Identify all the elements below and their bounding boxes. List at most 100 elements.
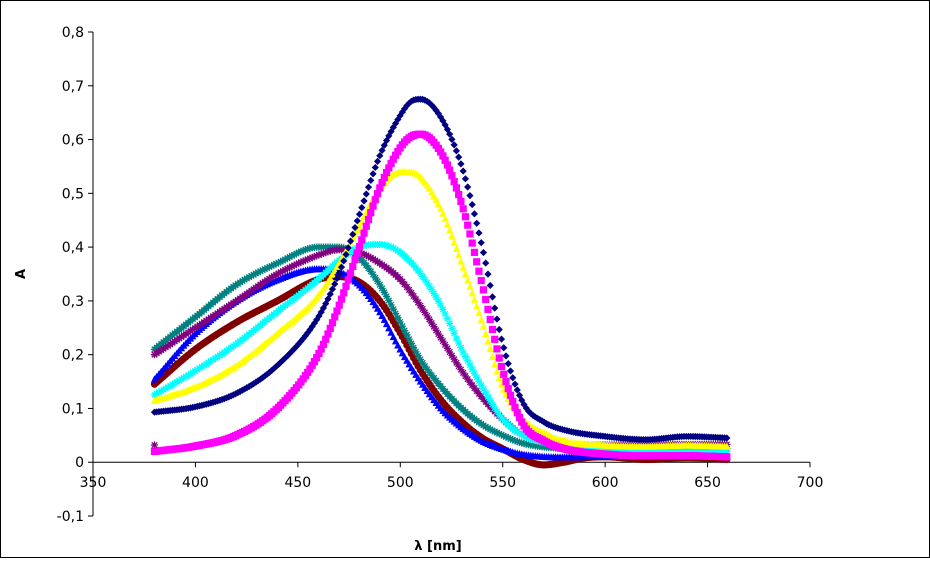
data-point (448, 172, 456, 180)
data-point (382, 241, 391, 249)
data-point (335, 301, 343, 309)
data-point (400, 326, 409, 335)
data-point (367, 267, 375, 275)
data-point (488, 293, 497, 301)
data-point (279, 267, 287, 275)
data-point (261, 372, 269, 380)
data-point (450, 141, 458, 149)
data-point (387, 301, 395, 309)
data-point (421, 308, 429, 316)
data-point (274, 259, 282, 267)
data-point (482, 389, 490, 397)
data-point (425, 315, 433, 324)
data-point (259, 266, 267, 274)
data-point (173, 378, 181, 386)
data-point (470, 210, 479, 218)
data-point (387, 159, 395, 168)
data-point (464, 221, 472, 229)
data-point (171, 379, 179, 387)
data-point (252, 269, 260, 278)
data-point (353, 225, 361, 233)
data-point (247, 272, 255, 280)
data-point (308, 361, 316, 369)
data-point (292, 249, 301, 258)
data-point (495, 354, 503, 362)
data-point (378, 284, 386, 293)
data-point (439, 337, 447, 345)
data-point (497, 431, 506, 439)
data-point (292, 342, 301, 351)
x-tick-label: 550 (489, 475, 516, 491)
x-axis-label: λ [nm] (414, 539, 461, 554)
y-tick-label: 0,7 (62, 79, 84, 95)
data-point (448, 352, 456, 360)
data-point (164, 383, 172, 391)
data-point (446, 226, 454, 234)
data-point (459, 348, 467, 356)
data-point (364, 183, 373, 191)
data-point (376, 152, 384, 160)
data-point (317, 250, 325, 258)
data-point (502, 378, 510, 386)
data-point (340, 289, 348, 297)
data-point (513, 437, 521, 446)
data-point (484, 393, 492, 401)
data-point (457, 257, 465, 265)
data-point (452, 147, 461, 155)
data-point (410, 344, 418, 352)
data-point (446, 348, 454, 356)
data-point (295, 248, 303, 257)
data-point (430, 103, 438, 112)
data-point (511, 380, 519, 388)
data-point (493, 345, 501, 353)
data-point (482, 329, 490, 338)
data-point (324, 295, 332, 303)
data-point (437, 301, 445, 309)
data-point (378, 146, 386, 154)
data-point (457, 160, 465, 168)
y-tick-label: 0,8 (62, 25, 84, 41)
data-point (428, 319, 436, 327)
y-tick-label: 0,5 (62, 186, 84, 202)
data-point (443, 125, 452, 133)
data-point (538, 417, 546, 425)
data-point (340, 257, 348, 265)
data-point (290, 261, 298, 269)
data-point (466, 282, 474, 290)
data-point (452, 184, 461, 192)
data-point (461, 175, 470, 183)
data-point (486, 281, 494, 290)
data-point (405, 99, 413, 107)
data-point (396, 318, 404, 326)
data-point (477, 315, 485, 323)
data-point (450, 178, 458, 186)
y-tick-label: 0 (75, 455, 84, 471)
data-point (263, 264, 271, 272)
data-point (522, 433, 530, 441)
data-point (475, 377, 483, 385)
data-point (723, 442, 731, 450)
data-point (452, 244, 461, 252)
data-point (470, 295, 479, 303)
data-point (387, 243, 395, 251)
data-point (274, 269, 282, 278)
data-point (328, 270, 337, 278)
data-point (439, 152, 447, 160)
data-point (333, 274, 341, 283)
data-point (473, 373, 481, 381)
data-point (166, 382, 174, 390)
data-point (380, 288, 388, 296)
data-point (346, 237, 355, 245)
data-point (254, 268, 262, 276)
data-point (488, 352, 497, 360)
data-point (448, 135, 456, 143)
data-point (277, 268, 285, 276)
data-point (477, 381, 485, 389)
data-point (414, 298, 422, 307)
data-point (283, 254, 292, 262)
data-point (423, 312, 431, 320)
data-point (430, 289, 438, 298)
data-point (506, 367, 515, 375)
data-point (439, 305, 447, 313)
